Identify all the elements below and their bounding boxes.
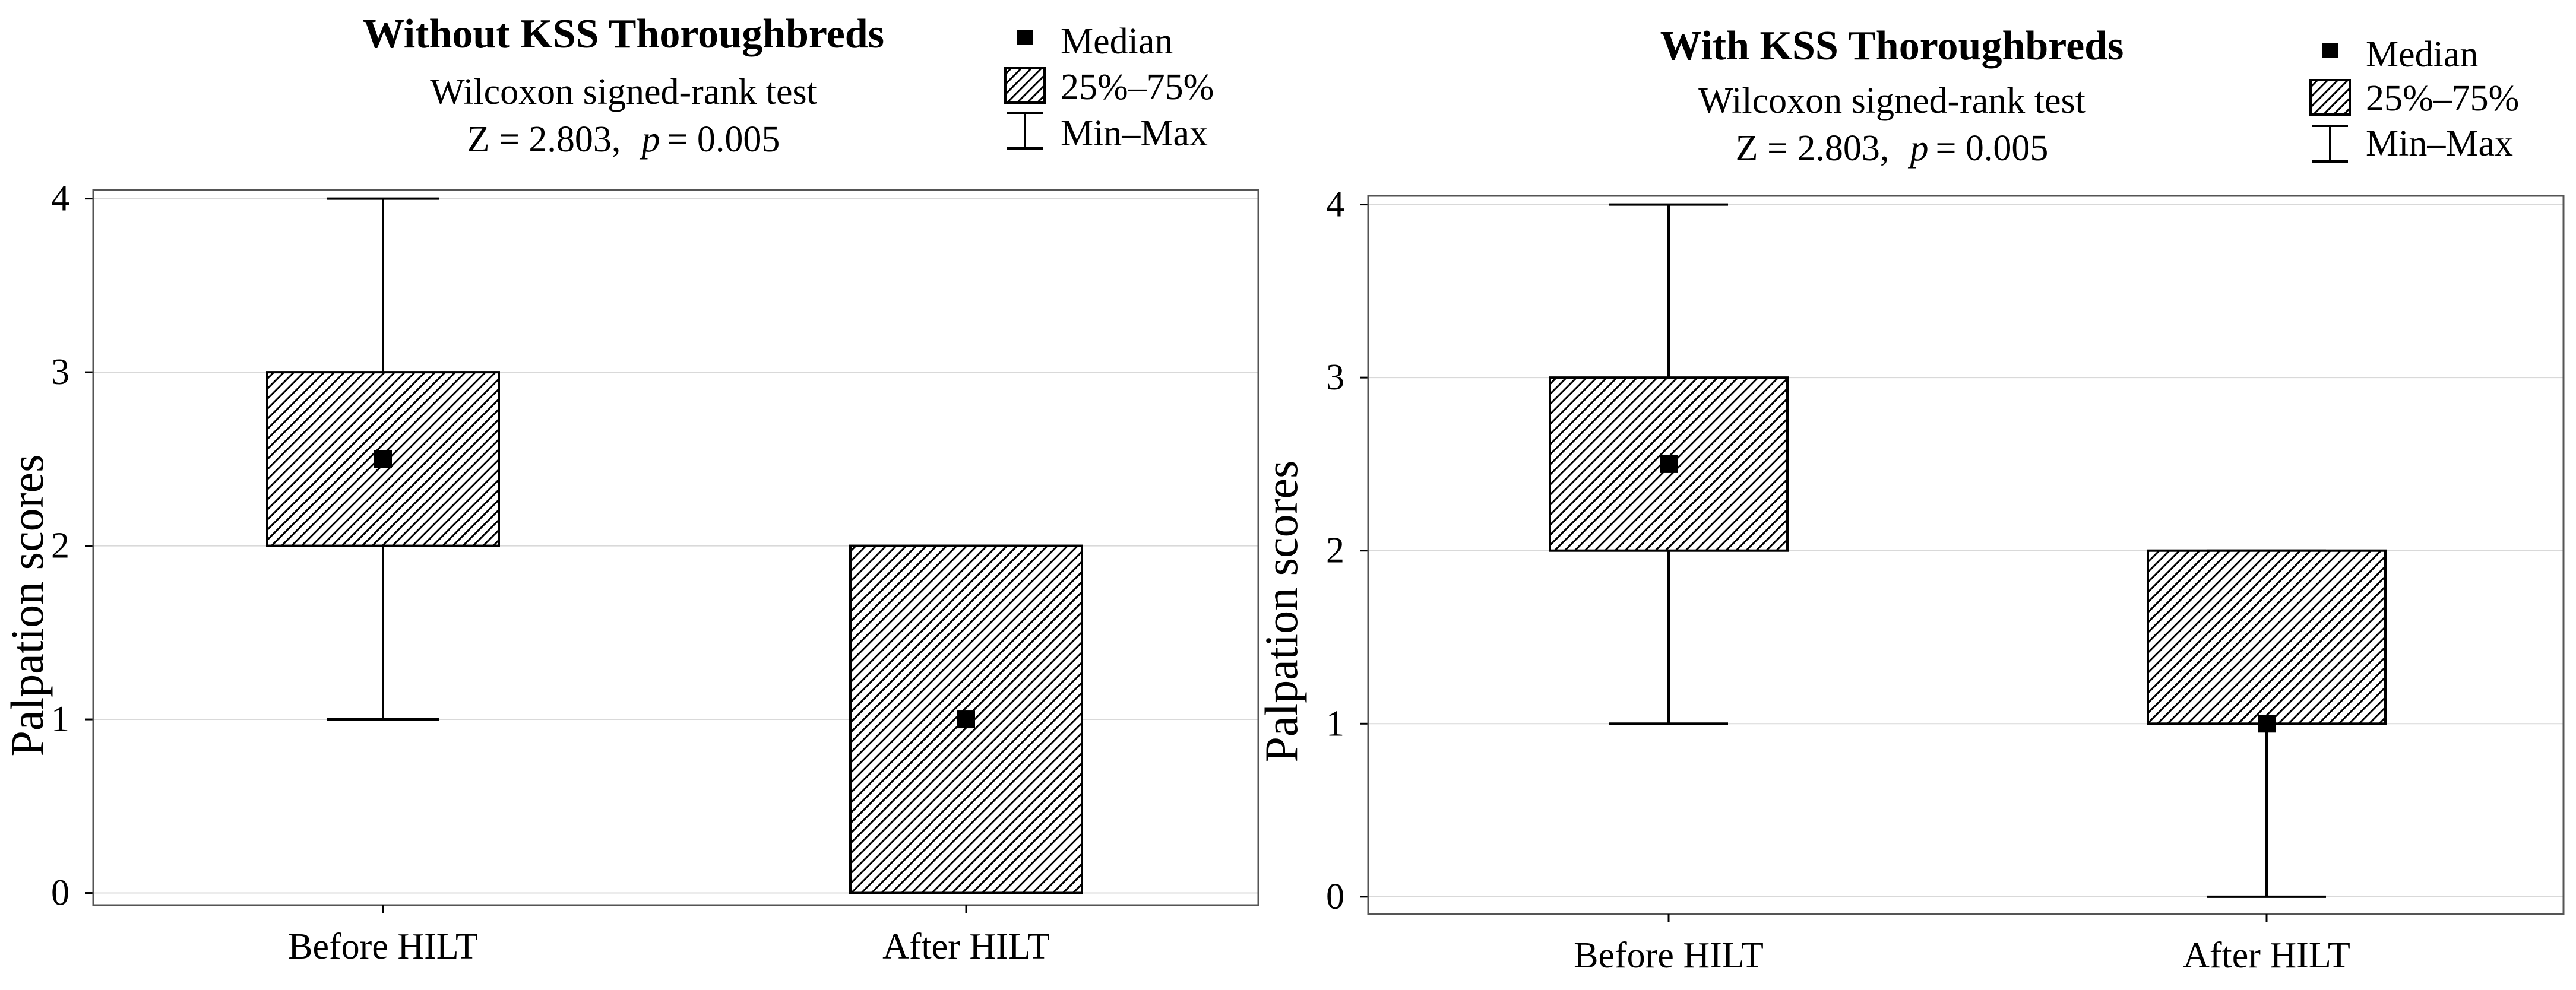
x-tick-label: After HILT — [882, 926, 1050, 967]
y-axis-label: Palpation scores — [1, 454, 53, 756]
legend-iqr-label: 25%–75% — [2366, 78, 2519, 119]
chart-subtitle: Wilcoxon signed-rank test — [430, 72, 817, 112]
x-tick-label: After HILT — [2183, 935, 2350, 976]
legend-minmax-symbol — [2312, 125, 2348, 163]
y-tick-label: 1 — [1326, 703, 1344, 744]
legend-iqr-symbol — [2309, 79, 2351, 116]
median-marker — [1660, 455, 1678, 473]
p-value: = 0.005 — [667, 119, 780, 160]
y-tick-label: 2 — [1326, 531, 1344, 571]
chart-subtitle: Wilcoxon signed-rank test — [1698, 81, 2086, 121]
chart-title: Without KSS Thoroughbreds — [363, 11, 884, 57]
legend-median-label: Median — [1061, 21, 1173, 62]
legend-iqr-label: 25%–75% — [1061, 67, 1214, 107]
z-value: Z = 2.803, — [467, 119, 621, 160]
p-symbol: p — [639, 119, 660, 160]
chart-panel-without-kss: Without KSS Thoroughbreds Wilcoxon signe… — [1, 11, 1259, 967]
chart-panel-with-kss: With KSS Thoroughbreds Wilcoxon signed-r… — [1255, 0, 2576, 990]
y-tick-label: 4 — [51, 179, 69, 219]
y-tick-label: 3 — [1326, 357, 1344, 398]
legend-minmax-symbol — [1007, 112, 1043, 150]
y-tick-label: 2 — [51, 526, 69, 566]
y-tick-label: 0 — [1326, 877, 1344, 917]
plot-frame — [92, 189, 1259, 906]
legend-median-label: Median — [2366, 34, 2478, 75]
test-statistic: Z = 2.803, p = 0.005 — [467, 119, 780, 160]
median-marker — [374, 450, 392, 468]
y-tick-label: 0 — [51, 873, 69, 913]
y-axis-label: Palpation scores — [1255, 460, 1307, 762]
legend: Median 25%–75% Min–Max — [1004, 21, 1214, 154]
chart-svg: Without KSS Thoroughbreds Wilcoxon signe… — [1, 11, 1259, 967]
plot-area: 0 1 2 3 4 Before HILT After HILT — [1326, 185, 2565, 976]
test-statistic: Z = 2.803, p = 0.005 — [1736, 128, 2049, 169]
legend-minmax-label: Min–Max — [2366, 123, 2513, 164]
legend-iqr-symbol — [1004, 67, 1046, 104]
x-tick-label: Before HILT — [1574, 935, 1764, 976]
plot-area: 0 1 2 3 4 Before HILT After HILT — [51, 179, 1259, 967]
y-tick-label: 3 — [51, 352, 69, 392]
median-marker — [2258, 715, 2276, 733]
plot-frame — [1367, 195, 2565, 915]
y-tick-label: 4 — [1326, 185, 1344, 225]
median-marker — [957, 710, 975, 729]
y-tick-label: 1 — [51, 699, 69, 740]
legend-median-symbol — [2322, 43, 2338, 58]
legend: Median 25%–75% Min–Max — [2309, 34, 2519, 164]
x-tick-label: Before HILT — [288, 926, 478, 967]
chart-svg: With KSS Thoroughbreds Wilcoxon signed-r… — [1255, 23, 2565, 976]
legend-median-symbol — [1017, 30, 1033, 45]
p-symbol: p — [1907, 128, 1928, 169]
chart-title: With KSS Thoroughbreds — [1660, 23, 2124, 69]
p-value: = 0.005 — [1935, 128, 2048, 169]
z-value: Z = 2.803, — [1736, 128, 1890, 169]
legend-minmax-label: Min–Max — [1061, 113, 1208, 154]
iqr-box — [2147, 549, 2387, 725]
